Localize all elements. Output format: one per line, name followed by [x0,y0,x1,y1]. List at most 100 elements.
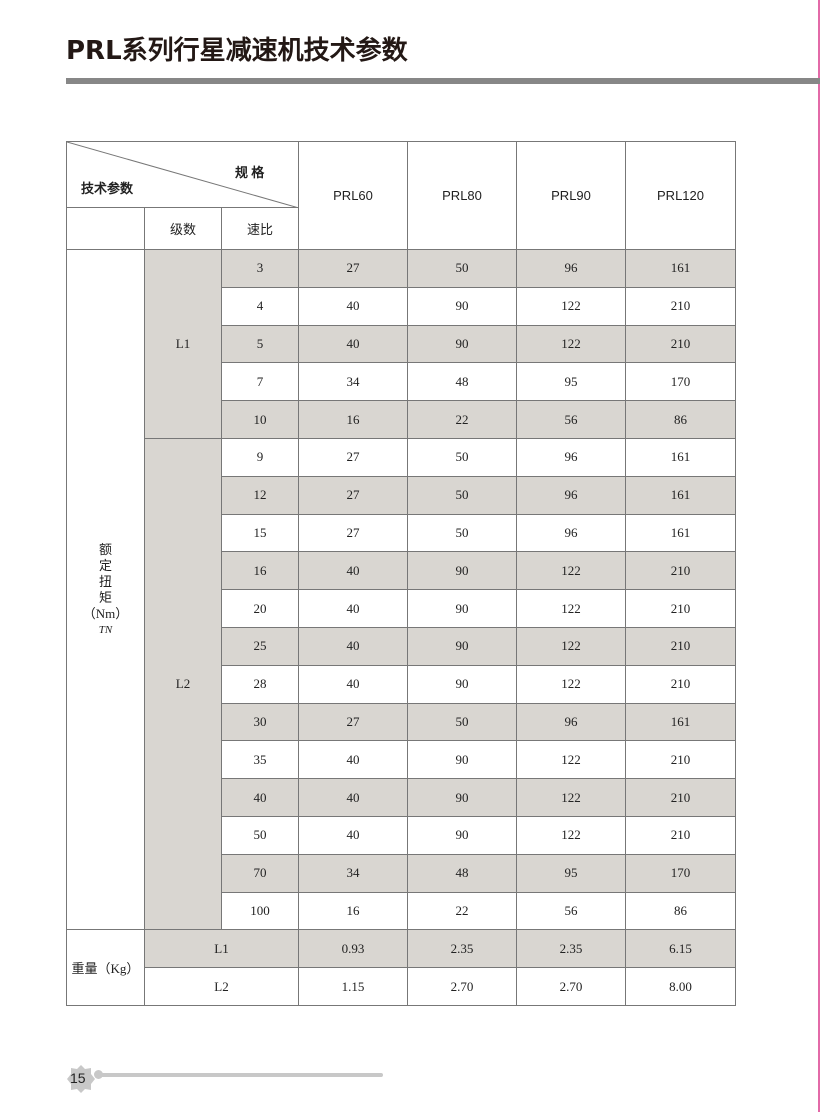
table-row: 4 40 90 122 210 [67,286,737,326]
torque-value-cell: 210 [625,664,737,704]
torque-value-cell: 170 [625,362,737,402]
model-header: PRL60 [298,141,409,250]
torque-value-cell: 122 [516,664,627,704]
ratio-cell: 30 [220,702,300,742]
torque-value-cell: 50 [407,513,518,553]
torque-value-cell: 210 [625,626,737,666]
torque-value-cell: 122 [516,815,627,855]
torque-value-cell: 96 [516,702,627,742]
torque-symbol: TN [98,623,113,636]
table-row: 25 40 90 122 210 [67,626,737,666]
torque-value-cell: 161 [625,437,737,477]
table-row: 12 27 50 96 161 [67,475,737,515]
corner-right-label: 规 格 [235,165,265,180]
ratio-cell: 7 [220,362,300,402]
table-row: 10 16 22 56 86 [67,400,737,439]
weight-stage-cell: L2 [143,967,300,1006]
torque-value-cell: 90 [407,815,518,855]
torque-value-cell: 48 [407,362,518,402]
model-header: PRL90 [516,141,627,250]
torque-value-cell: 50 [407,437,518,477]
weight-value-cell: 8.00 [625,967,737,1006]
torque-label-char: 扭 [98,573,112,589]
torque-value-cell: 161 [625,475,737,515]
torque-value-cell: 210 [625,815,737,855]
weight-value-cell: 0.93 [298,929,409,969]
torque-value-cell: 210 [625,740,737,780]
torque-value-cell: 210 [625,286,737,326]
torque-value-cell: 50 [407,475,518,515]
ratio-cell: 5 [220,324,300,364]
torque-value-cell: 90 [407,286,518,326]
footer-line [98,1073,383,1077]
torque-value-cell: 161 [625,249,737,288]
table-row: L2 9 27 50 96 161 [67,437,737,931]
torque-value-cell: 95 [516,853,627,893]
model-header: PRL120 [625,141,737,250]
torque-value-cell: 122 [516,626,627,666]
torque-value-cell: 40 [298,815,409,855]
torque-value-cell: 27 [298,437,409,477]
corner-header-cell: 技术参数 规 格 [65,141,300,208]
torque-value-cell: 86 [625,891,737,931]
torque-value-cell: 48 [407,853,518,893]
torque-value-cell: 161 [625,702,737,742]
torque-value-cell: 122 [516,740,627,780]
ratio-cell: 12 [220,475,300,515]
torque-value-cell: 27 [298,249,409,288]
page-title: PRL系列行星减速机技术参数 [66,36,408,66]
table-row: 15 27 50 96 161 [67,513,737,553]
torque-value-cell: 90 [407,664,518,704]
torque-value-cell: 27 [298,475,409,515]
torque-value-cell: 96 [516,513,627,553]
torque-value-cell: 210 [625,589,737,628]
page-edge-line [818,0,820,1112]
page-number: 15 [70,1070,86,1086]
corner-left-label: 技术参数 [81,181,134,196]
torque-value-cell: 122 [516,589,627,628]
torque-value-cell: 96 [516,475,627,515]
spec-table: 技术参数 规 格 PRL60 PRL80 PRL90 PRL120 级数 速比 … [65,141,737,1006]
torque-label-char: 额 [98,541,112,557]
table-row: 28 40 90 122 210 [67,664,737,704]
table-row: 50 40 90 122 210 [67,815,737,855]
ratio-cell: 35 [220,740,300,780]
torque-value-cell: 122 [516,778,627,817]
ratio-cell: 15 [220,513,300,553]
ratio-cell: 3 [220,249,300,288]
torque-value-cell: 40 [298,551,409,591]
torque-value-cell: 90 [407,551,518,591]
torque-value-cell: 34 [298,362,409,402]
stage-cell: L1 [144,249,222,439]
torque-value-cell: 90 [407,324,518,364]
model-header: PRL80 [407,141,518,250]
torque-value-cell: 86 [625,400,737,439]
torque-value-cell: 34 [298,853,409,893]
empty-header-cell [66,207,145,250]
torque-value-cell: 40 [298,778,409,817]
torque-value-cell: 90 [407,778,518,817]
ratio-cell: 40 [220,778,300,817]
torque-value-cell: 22 [407,400,518,439]
torque-value-cell: 170 [625,853,737,893]
table-row: 40 40 90 122 210 [67,778,737,817]
ratio-cell: 4 [220,286,300,326]
table-row: 70 34 48 95 170 [67,853,737,893]
torque-value-cell: 27 [298,702,409,742]
ratio-cell: 9 [220,437,300,477]
torque-value-cell: 210 [625,778,737,817]
weight-value-cell: 2.35 [407,929,518,969]
torque-value-cell: 56 [516,891,627,931]
weight-row: 重量（Kg） L1 0.93 2.35 2.35 6.15 [66,929,737,1006]
torque-value-cell: 90 [407,740,518,780]
torque-value-cell: 96 [516,249,627,288]
torque-value-cell: 210 [625,324,737,364]
torque-value-cell: 122 [516,324,627,364]
table-row: 35 40 90 122 210 [67,740,737,780]
table-row: 额定扭矩（Nm） TN L1 3 27 50 96 161 [66,248,737,931]
gear-icon [67,1065,95,1093]
torque-value-cell: 40 [298,286,409,326]
weight-value-cell: 2.70 [516,967,627,1006]
ratio-cell: 70 [220,853,300,893]
table-row: 5 40 90 122 210 [67,324,737,364]
